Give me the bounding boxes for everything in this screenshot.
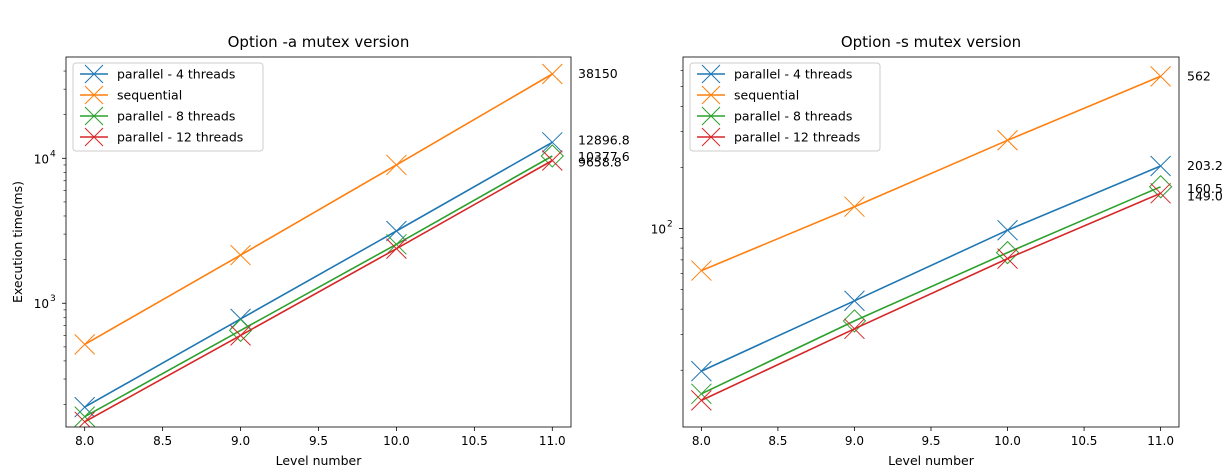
chart-panel-2: Option -s mutex version 8.0 8.5 9.0 9.5 10.0 1… [651, 33, 1223, 468]
x-tick-label: 9.0 [845, 434, 864, 448]
end-value-label: 562 [1187, 68, 1211, 83]
legend: parallel - 4 threads sequential parallel -… [72, 62, 264, 152]
x-tick-label: 10.0 [383, 434, 410, 448]
legend-marker [701, 64, 721, 84]
legend-marker [701, 127, 721, 147]
series-line-1 [84, 141, 553, 408]
series-line-1 [701, 165, 1161, 372]
plot-frame [682, 56, 1180, 428]
x-tick-label: 8.0 [692, 434, 711, 448]
data-point [844, 318, 865, 340]
end-value-label: 9658.8 [578, 154, 622, 169]
end-value-label: 10377.6 [578, 149, 630, 164]
data-point [540, 144, 565, 168]
legend: parallel - 4 threads sequential parallel -… [689, 62, 881, 152]
data-point [1148, 175, 1173, 199]
y-tick-label: 10 [651, 222, 666, 236]
end-value-label: 12896.8 [578, 132, 630, 147]
data-point [1150, 182, 1171, 204]
data-point [386, 233, 407, 255]
x-tick-label: 11.0 [1147, 434, 1174, 448]
chart-title: Option -a mutex version [228, 33, 410, 51]
data-point [1150, 155, 1171, 177]
data-point [541, 150, 563, 171]
legend-marker [84, 106, 104, 126]
plot-area [691, 65, 1173, 411]
y-tick-label: 10 [34, 297, 49, 311]
series-line-2 [84, 73, 553, 346]
data-point [844, 290, 865, 312]
data-point [995, 240, 1020, 265]
legend-entry-label: parallel - 12 threads [117, 130, 243, 145]
data-point [691, 383, 712, 405]
data-point [74, 334, 96, 355]
data-point [74, 406, 96, 427]
data-point [1150, 65, 1171, 87]
y-axis-label: Execution time(ms) [10, 181, 25, 303]
end-value-label: 203.2 [1187, 158, 1223, 173]
legend-box [72, 62, 264, 152]
data-point [997, 129, 1018, 151]
end-value-label: 160.5 [1187, 181, 1223, 196]
x-tick-label: 10.0 [994, 434, 1021, 448]
data-point [997, 248, 1018, 269]
data-point [230, 325, 251, 346]
x-tick-label: 10.5 [461, 434, 488, 448]
data-point [541, 63, 563, 85]
data-point [228, 318, 253, 343]
x-tick-label: 9.5 [921, 434, 940, 448]
legend-entry-label: sequential [117, 88, 182, 103]
legend-marker [701, 106, 721, 126]
legend-entry-label: parallel - 4 threads [734, 67, 852, 82]
legend-entry-label: sequential [734, 88, 799, 103]
x-tick-label: 8.0 [75, 434, 94, 448]
legend-marker [84, 127, 104, 147]
series-line-4 [701, 192, 1161, 402]
data-point [844, 196, 865, 218]
legend-entry-label: parallel - 12 threads [734, 130, 860, 145]
data-point [386, 154, 407, 176]
y-tick-exponent: 3 [50, 294, 56, 304]
series-line-4 [84, 159, 553, 423]
data-point [230, 244, 251, 266]
plot-area [74, 63, 565, 427]
x-tick-label: 10.5 [1071, 434, 1098, 448]
data-point [691, 360, 712, 382]
x-tick-label: 9.0 [231, 434, 250, 448]
legend-marker [701, 85, 721, 105]
data-point [691, 390, 712, 411]
legend-box [689, 62, 881, 152]
series-line-3 [701, 186, 1161, 395]
chart-title: Option -s mutex version [841, 33, 1021, 51]
end-value-label: 149.0 [1187, 188, 1223, 203]
y-tick-label: 10 [34, 152, 49, 166]
y-tick-exponent: 2 [667, 219, 673, 229]
x-tick-label: 8.5 [768, 434, 787, 448]
x-axis-label: Level number [888, 453, 975, 468]
legend-marker [84, 64, 104, 84]
x-tick-label: 11.0 [539, 434, 566, 448]
chart-panel-1: Option -a mutex version 8.0 8.5 9.0 9.5 10.0 1… [10, 33, 630, 468]
series-line-2 [701, 75, 1161, 272]
legend-marker [84, 85, 104, 105]
data-point [74, 411, 96, 427]
legend-entry-label: parallel - 8 threads [734, 109, 852, 124]
legend-entry-label: parallel - 8 threads [117, 109, 235, 124]
data-point [997, 219, 1018, 241]
x-axis-label: Level number [276, 453, 363, 468]
plot-frame [65, 56, 572, 428]
y-tick-exponent: 4 [50, 149, 56, 159]
data-point [541, 131, 563, 153]
x-tick-label: 8.5 [153, 434, 172, 448]
data-point [842, 309, 867, 333]
x-tick-label: 9.5 [309, 434, 328, 448]
end-value-label: 38150 [578, 66, 618, 81]
legend-entry-label: parallel - 4 threads [117, 67, 235, 82]
series-line-3 [84, 155, 553, 418]
data-point [386, 238, 407, 260]
data-point [691, 260, 712, 281]
